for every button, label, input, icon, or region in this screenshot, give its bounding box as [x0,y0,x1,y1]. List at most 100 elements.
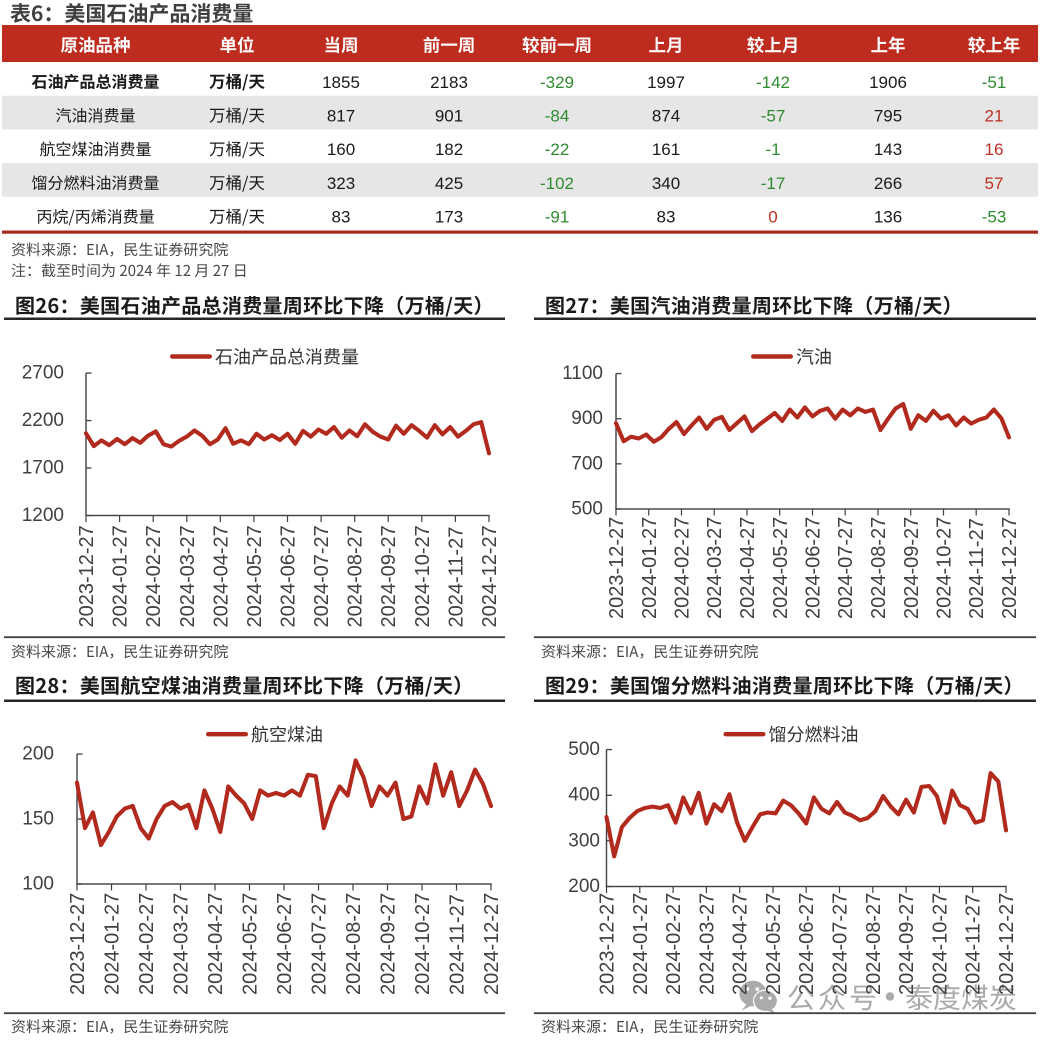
svg-text:2024-08-27: 2024-08-27 [343,893,365,995]
svg-text:21: 21 [985,107,1004,126]
svg-text:1997: 1997 [647,73,685,92]
svg-text:2024-03-27: 2024-03-27 [171,893,193,995]
svg-text:500: 500 [568,739,600,760]
svg-text:2024-02-27: 2024-02-27 [143,525,165,627]
svg-text:2024-07-27: 2024-07-27 [830,893,852,995]
svg-text:16: 16 [985,140,1004,159]
svg-text:2024-01-27: 2024-01-27 [639,517,661,619]
svg-text:-53: -53 [982,208,1007,227]
svg-text:-84: -84 [545,107,570,126]
svg-text:100: 100 [22,874,54,895]
svg-text:160: 160 [327,140,355,159]
svg-text:2024-02-27: 2024-02-27 [672,517,694,619]
svg-text:266: 266 [874,174,902,193]
svg-text:200: 200 [22,744,54,765]
svg-text:2024-12-27: 2024-12-27 [996,893,1018,995]
svg-text:2024-09-27: 2024-09-27 [896,893,918,995]
svg-text:2024-04-27: 2024-04-27 [730,893,752,995]
svg-text:2024-11-27: 2024-11-27 [447,894,469,995]
svg-text:2024-07-27: 2024-07-27 [835,517,857,619]
svg-text:2700: 2700 [22,363,64,384]
svg-text:2024-04-27: 2024-04-27 [737,517,759,619]
svg-text:2024-08-27: 2024-08-27 [868,517,890,619]
svg-text:2024-10-27: 2024-10-27 [412,893,434,995]
svg-text:2024-03-27: 2024-03-27 [177,525,199,627]
svg-text:83: 83 [657,208,676,227]
svg-text:700: 700 [571,453,603,474]
svg-text:-22: -22 [545,140,570,159]
svg-text:136: 136 [874,208,902,227]
svg-text:57: 57 [985,174,1004,193]
svg-text:2024-02-27: 2024-02-27 [136,893,158,995]
svg-text:-17: -17 [761,174,786,193]
svg-text:2024-06-27: 2024-06-27 [803,517,825,619]
svg-text:340: 340 [652,174,680,193]
svg-text:1855: 1855 [322,73,360,92]
svg-text:2024-06-27: 2024-06-27 [278,525,300,627]
svg-text:2023-12-27: 2023-12-27 [76,525,98,627]
svg-text:2024-05-27: 2024-05-27 [244,525,266,627]
svg-text:-91: -91 [545,208,570,227]
svg-text:2024-05-27: 2024-05-27 [240,893,262,995]
svg-text:400: 400 [568,785,600,806]
svg-text:2023-12-27: 2023-12-27 [597,893,619,995]
svg-text:2024-09-27: 2024-09-27 [378,893,400,995]
svg-text:2024-02-27: 2024-02-27 [663,893,685,995]
svg-text:2024-10-27: 2024-10-27 [412,525,434,627]
svg-text:2024-09-27: 2024-09-27 [901,517,923,619]
svg-text:2024-07-27: 2024-07-27 [309,893,331,995]
svg-text:2023-12-27: 2023-12-27 [606,517,628,619]
svg-text:2024-04-27: 2024-04-27 [205,893,227,995]
svg-text:2024-01-27: 2024-01-27 [110,525,132,627]
svg-text:173: 173 [435,208,463,227]
svg-text:817: 817 [327,107,355,126]
svg-text:901: 901 [435,107,463,126]
svg-text:2024-10-27: 2024-10-27 [934,517,956,619]
svg-text:2024-12-27: 2024-12-27 [481,893,503,995]
svg-text:2024-03-27: 2024-03-27 [696,893,718,995]
svg-text:300: 300 [568,830,600,851]
svg-text:2024-03-27: 2024-03-27 [704,517,726,619]
svg-text:2024-01-27: 2024-01-27 [102,893,124,995]
svg-text:-142: -142 [756,73,790,92]
svg-text:0: 0 [768,208,777,227]
svg-text:900: 900 [571,408,603,429]
svg-text:2183: 2183 [430,73,468,92]
svg-text:2024-08-27: 2024-08-27 [345,525,367,627]
svg-text:2024-11-27: 2024-11-27 [963,894,985,995]
svg-text:500: 500 [571,499,603,520]
svg-text:2024-05-27: 2024-05-27 [763,893,785,995]
svg-text:425: 425 [435,174,463,193]
svg-text:-329: -329 [540,73,574,92]
svg-text:2024-06-27: 2024-06-27 [274,893,296,995]
svg-text:795: 795 [874,107,902,126]
svg-text:150: 150 [22,809,54,830]
svg-text:1200: 1200 [22,505,64,526]
svg-text:2024-12-27: 2024-12-27 [479,525,501,627]
svg-text:874: 874 [652,107,680,126]
svg-text:182: 182 [435,140,463,159]
svg-text:-102: -102 [540,174,574,193]
svg-text:2024-04-27: 2024-04-27 [210,525,232,627]
svg-text:-1: -1 [765,140,780,159]
svg-text:83: 83 [332,208,351,227]
svg-text:1906: 1906 [869,73,907,92]
svg-text:143: 143 [874,140,902,159]
svg-text:-51: -51 [982,73,1007,92]
svg-text:2024-01-27: 2024-01-27 [630,893,652,995]
svg-text:2024-07-27: 2024-07-27 [311,525,333,627]
svg-text:-57: -57 [761,107,786,126]
svg-text:2024-12-27: 2024-12-27 [999,517,1021,619]
svg-text:200: 200 [568,876,600,897]
svg-text:2024-06-27: 2024-06-27 [796,893,818,995]
svg-text:2023-12-27: 2023-12-27 [67,893,89,995]
svg-text:2024-11-27: 2024-11-27 [445,527,467,628]
svg-text:1700: 1700 [22,458,64,479]
svg-text:1100: 1100 [562,363,603,384]
svg-text:2024-05-27: 2024-05-27 [770,517,792,619]
svg-text:2024-11-27: 2024-11-27 [966,518,988,619]
svg-text:2200: 2200 [22,410,64,431]
svg-text:2024-10-27: 2024-10-27 [929,893,951,995]
svg-text:2024-08-27: 2024-08-27 [863,893,885,995]
svg-text:2024-09-27: 2024-09-27 [378,525,400,627]
